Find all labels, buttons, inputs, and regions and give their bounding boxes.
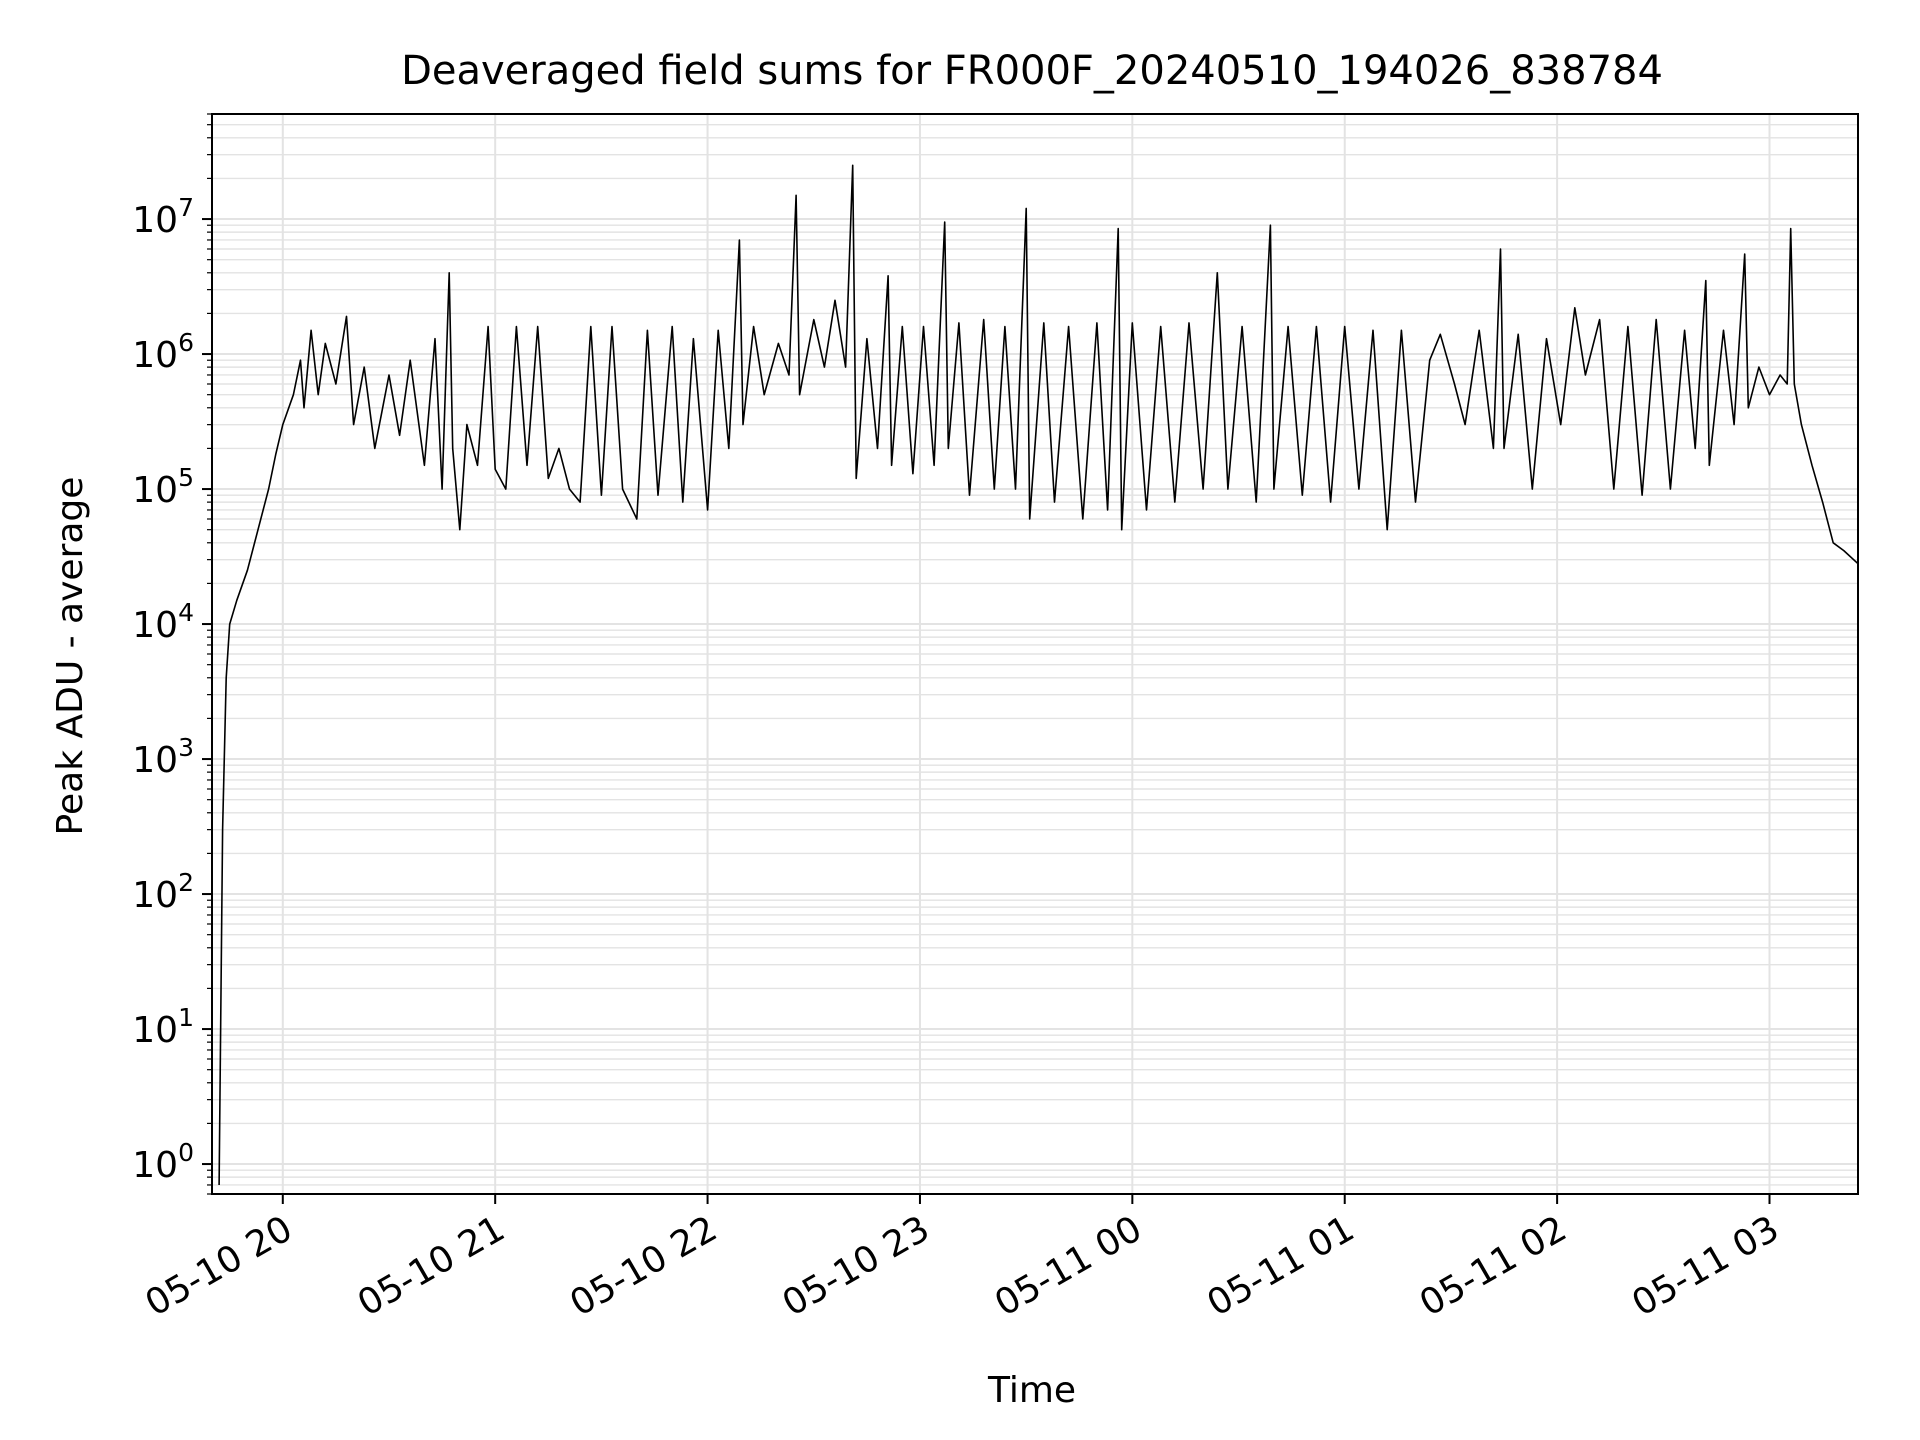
y-tick-label: 105 bbox=[132, 463, 194, 511]
y-tick-base: 10 bbox=[132, 470, 178, 511]
y-tick-exponent: 6 bbox=[178, 328, 194, 357]
y-tick-label: 103 bbox=[132, 733, 194, 781]
chart-title: Deaveraged field sums for FR000F_2024051… bbox=[401, 48, 1663, 94]
y-tick-exponent: 0 bbox=[178, 1138, 194, 1167]
y-tick-label: 100 bbox=[132, 1138, 194, 1186]
x-axis-label: Time bbox=[987, 1370, 1076, 1411]
y-tick-exponent: 7 bbox=[178, 193, 194, 222]
y-tick-label: 106 bbox=[132, 328, 194, 376]
y-tick-base: 10 bbox=[132, 1145, 178, 1186]
y-tick-base: 10 bbox=[132, 875, 178, 916]
y-tick-exponent: 1 bbox=[178, 1003, 194, 1032]
y-tick-base: 10 bbox=[132, 605, 178, 646]
y-tick-base: 10 bbox=[132, 740, 178, 781]
y-tick-label: 107 bbox=[132, 193, 194, 241]
y-tick-label: 104 bbox=[132, 598, 194, 646]
y-tick-exponent: 4 bbox=[178, 598, 194, 627]
series-line bbox=[218, 164, 1859, 1186]
y-tick-label: 101 bbox=[132, 1003, 194, 1051]
y-tick-label: 102 bbox=[132, 868, 194, 916]
y-tick-base: 10 bbox=[132, 200, 178, 241]
y-tick-base: 10 bbox=[132, 1010, 178, 1051]
y-tick-exponent: 2 bbox=[178, 868, 194, 897]
y-axis-label: Peak ADU - average bbox=[50, 477, 91, 836]
y-tick-base: 10 bbox=[132, 335, 178, 376]
y-tick-exponent: 3 bbox=[178, 733, 194, 762]
series-layer bbox=[218, 164, 1859, 1186]
grid bbox=[212, 113, 1858, 1195]
y-tick-exponent: 5 bbox=[178, 463, 194, 492]
